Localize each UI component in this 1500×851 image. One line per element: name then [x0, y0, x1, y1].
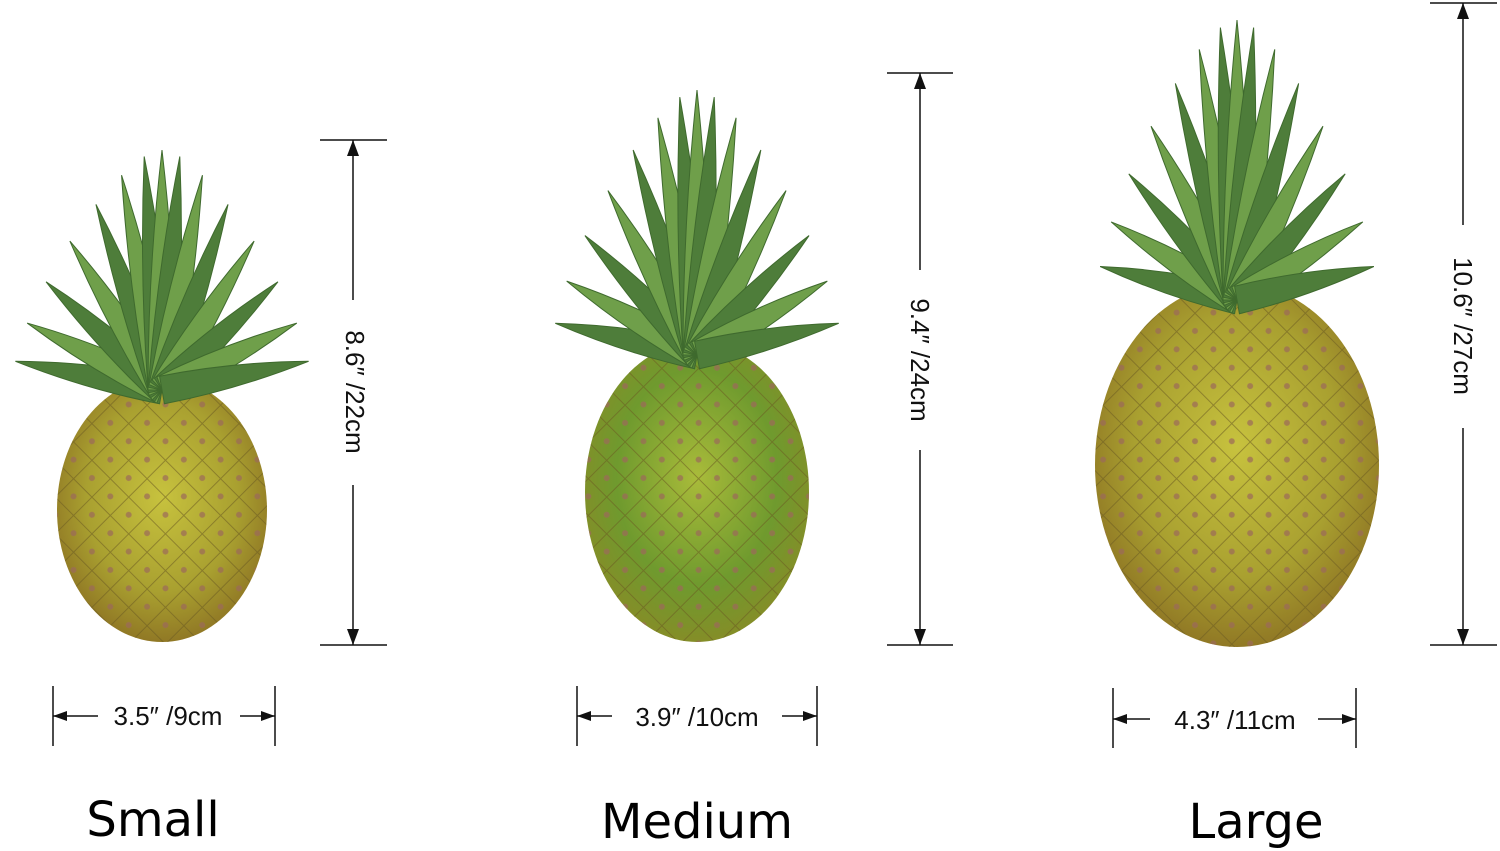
- medium-height-label: 9.4″ /24cm: [905, 298, 935, 421]
- large-height-dimension: 10.6″ /27cm: [1430, 2, 1497, 646]
- small-width-dimension: 3.5″ /9cm: [52, 686, 276, 746]
- small-height-label: 8.6″ /22cm: [340, 330, 370, 453]
- small-height-dimension: 8.6″ /22cm: [320, 139, 387, 646]
- small-size-label: Small: [86, 792, 219, 848]
- medium-pineapple-image: [555, 89, 839, 642]
- large-pineapple-image: [1095, 19, 1379, 647]
- medium-size-label: Medium: [601, 794, 793, 850]
- small-width-label: 3.5″ /9cm: [114, 701, 223, 731]
- medium-width-label: 3.9″ /10cm: [635, 702, 758, 732]
- large-width-label: 4.3″ /11cm: [1174, 705, 1295, 735]
- large-size-label: Large: [1188, 794, 1323, 850]
- large-width-dimension: 4.3″ /11cm: [1112, 688, 1357, 748]
- small-pineapple-image: [15, 149, 309, 642]
- medium-height-dimension: 9.4″ /24cm: [887, 72, 953, 646]
- medium-width-dimension: 3.9″ /10cm: [576, 686, 818, 746]
- large-height-label: 10.6″ /27cm: [1448, 257, 1478, 395]
